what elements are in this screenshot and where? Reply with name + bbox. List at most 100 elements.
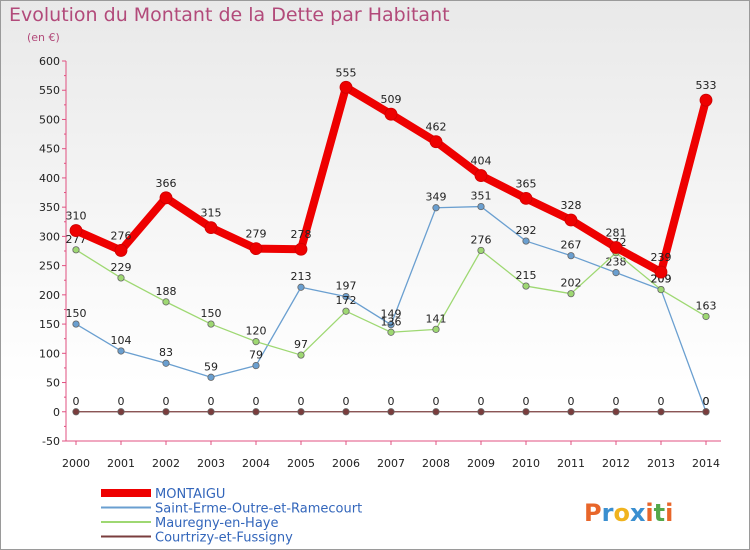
data-label: 172 <box>336 294 357 307</box>
data-label: 267 <box>561 239 582 252</box>
y-tick-label: 150 <box>39 318 60 331</box>
x-tick-label: 2004 <box>242 457 270 470</box>
legend-label: MONTAIGU <box>155 487 225 502</box>
proxiti-logo: Proxiti <box>584 499 673 527</box>
data-point <box>387 328 395 336</box>
data-point <box>567 408 575 416</box>
x-tick-label: 2014 <box>692 457 720 470</box>
data-point <box>387 408 395 416</box>
data-label: 141 <box>426 312 447 325</box>
data-point <box>249 242 263 256</box>
legend-label: Saint-Erme-Outre-et-Ramecourt <box>155 502 362 517</box>
data-point <box>519 191 533 205</box>
data-point <box>294 242 308 256</box>
x-tick-label: 2003 <box>197 457 225 470</box>
data-point <box>204 221 218 235</box>
data-point <box>162 298 170 306</box>
data-point <box>564 213 578 227</box>
data-point <box>699 93 713 107</box>
legend-label: Courtrizy-et-Fussigny <box>155 531 293 546</box>
x-tick-label: 2012 <box>602 457 630 470</box>
data-label: 533 <box>696 79 717 92</box>
x-tick-label: 2011 <box>557 457 585 470</box>
data-point <box>612 408 620 416</box>
x-tick-label: 2010 <box>512 457 540 470</box>
data-point <box>702 408 710 416</box>
data-point <box>159 191 173 205</box>
data-label: 83 <box>159 346 173 359</box>
y-tick-label: 450 <box>39 143 60 156</box>
data-point <box>384 107 398 121</box>
data-label: 366 <box>156 177 177 190</box>
data-point <box>297 408 305 416</box>
y-tick-label: 200 <box>39 289 60 302</box>
data-point <box>477 246 485 255</box>
data-label: 238 <box>606 256 627 269</box>
data-label: 0 <box>298 395 305 408</box>
data-label: 276 <box>471 233 492 246</box>
data-point <box>657 408 665 416</box>
data-label: 79 <box>249 349 263 362</box>
data-label: 202 <box>561 277 582 290</box>
data-label: 0 <box>433 395 440 408</box>
y-tick-label: 400 <box>39 172 60 185</box>
data-label: 462 <box>426 121 447 134</box>
data-point <box>567 252 575 260</box>
data-point <box>297 351 305 359</box>
data-label: 59 <box>204 360 218 373</box>
data-label: 404 <box>471 155 492 168</box>
data-label: 310 <box>66 210 87 223</box>
data-point <box>252 338 260 346</box>
data-point <box>252 408 260 416</box>
y-tick-label: 250 <box>39 260 60 273</box>
x-tick-label: 2005 <box>287 457 315 470</box>
y-tick-label: 100 <box>39 347 60 360</box>
data-label: 0 <box>478 395 485 408</box>
data-point <box>162 408 170 416</box>
data-label: 279 <box>246 228 267 241</box>
data-point <box>69 224 83 237</box>
data-label: 229 <box>111 261 132 274</box>
data-label: 97 <box>294 338 308 351</box>
chart-subtitle: (en €) <box>27 31 60 44</box>
data-point <box>162 359 170 367</box>
data-label: 328 <box>561 199 582 212</box>
data-label: 0 <box>73 395 80 408</box>
data-point <box>702 312 710 321</box>
data-point <box>567 290 575 298</box>
data-label: 163 <box>696 299 717 312</box>
data-label: 197 <box>336 280 357 293</box>
data-point <box>117 347 125 355</box>
data-point <box>297 283 305 291</box>
data-point <box>429 135 443 149</box>
x-tick-label: 2009 <box>467 457 495 470</box>
data-label: 555 <box>336 66 357 79</box>
chart-title: Evolution du Montant de la Dette par Hab… <box>9 4 450 26</box>
data-label: 0 <box>703 395 710 408</box>
data-label: 0 <box>208 395 215 408</box>
y-tick-label: 350 <box>39 201 60 214</box>
data-label: 0 <box>118 395 125 408</box>
data-point <box>612 269 620 277</box>
data-point <box>117 408 125 416</box>
data-point <box>72 408 80 416</box>
data-label: 292 <box>516 224 537 237</box>
data-point <box>207 320 215 328</box>
data-label: 349 <box>426 191 447 204</box>
data-point <box>207 408 215 416</box>
data-label: 239 <box>651 251 672 264</box>
y-tick-label: -50 <box>42 435 60 448</box>
data-point <box>342 292 350 301</box>
y-tick-label: 0 <box>53 406 60 419</box>
x-tick-label: 2002 <box>152 457 180 470</box>
data-label: 315 <box>201 207 222 220</box>
data-point <box>72 320 80 328</box>
data-label: 150 <box>66 307 87 320</box>
x-tick-label: 2008 <box>422 457 450 470</box>
data-label: 209 <box>651 273 672 286</box>
data-label: 281 <box>606 226 627 239</box>
x-tick-label: 2013 <box>647 457 675 470</box>
data-point <box>522 282 530 290</box>
data-point <box>522 237 530 245</box>
data-point <box>522 408 530 416</box>
